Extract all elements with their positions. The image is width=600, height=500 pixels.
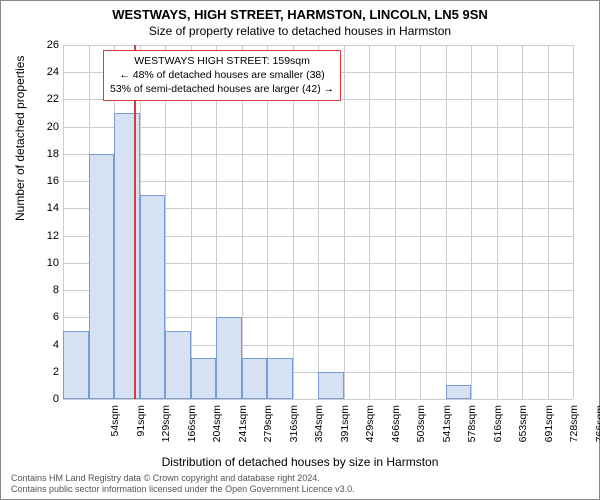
x-tick-label: 166sqm [186,405,198,455]
histogram-bar [267,358,293,399]
grid-line-v [446,45,447,399]
y-tick-label: 12 [37,230,59,242]
y-tick-label: 4 [37,339,59,351]
callout-line: 53% of semi-detached houses are larger (… [110,82,334,96]
grid-line-h [63,154,573,155]
grid-line-v [471,45,472,399]
x-tick-label: 653sqm [517,405,529,455]
x-tick-label: 503sqm [415,405,427,455]
x-tick-label: 91sqm [135,405,147,455]
y-tick-label: 10 [37,257,59,269]
histogram-bar [165,331,191,399]
callout-line: WESTWAYS HIGH STREET: 159sqm [110,54,334,68]
histogram-bar [140,195,166,399]
grid-line-v [344,45,345,399]
histogram-bar [318,372,344,399]
chart-title: WESTWAYS, HIGH STREET, HARMSTON, LINCOLN… [1,7,599,22]
grid-line-v [497,45,498,399]
y-axis-label: Number of detached properties [13,56,27,221]
y-tick-label: 22 [37,93,59,105]
y-tick-label: 26 [37,39,59,51]
x-tick-label: 204sqm [211,405,223,455]
histogram-bar [63,331,89,399]
chart-container: WESTWAYS, HIGH STREET, HARMSTON, LINCOLN… [0,0,600,500]
callout-box: WESTWAYS HIGH STREET: 159sqm← 48% of det… [103,50,341,101]
callout-line: ← 48% of detached houses are smaller (38… [110,68,334,82]
x-tick-label: 466sqm [390,405,402,455]
grid-line-v [548,45,549,399]
grid-line-h [63,399,573,400]
y-tick-label: 18 [37,148,59,160]
y-tick-label: 6 [37,311,59,323]
x-tick-label: 728sqm [568,405,580,455]
x-tick-label: 541sqm [441,405,453,455]
histogram-bar [89,154,115,399]
grid-line-h [63,45,573,46]
y-tick-label: 8 [37,284,59,296]
grid-line-v [369,45,370,399]
x-axis-label: Distribution of detached houses by size … [1,455,599,469]
x-tick-label: 691sqm [543,405,555,455]
grid-line-h [63,127,573,128]
y-tick-label: 20 [37,121,59,133]
x-tick-label: 354sqm [313,405,325,455]
grid-line-v [573,45,574,399]
y-tick-label: 24 [37,66,59,78]
y-tick-label: 14 [37,202,59,214]
grid-line-v [395,45,396,399]
y-tick-label: 16 [37,175,59,187]
histogram-bar [216,317,242,399]
x-tick-label: 616sqm [492,405,504,455]
grid-line-v [420,45,421,399]
y-tick-label: 0 [37,393,59,405]
plot-area: WESTWAYS HIGH STREET: 159sqm← 48% of det… [63,45,573,399]
x-tick-label: 279sqm [262,405,274,455]
grid-line-v [522,45,523,399]
grid-line-h [63,181,573,182]
x-tick-label: 429sqm [364,405,376,455]
x-tick-label: 54sqm [109,405,121,455]
y-tick-label: 2 [37,366,59,378]
footer-attribution: Contains HM Land Registry data © Crown c… [11,473,355,496]
x-tick-label: 129sqm [160,405,172,455]
footer-line-2: Contains public sector information licen… [11,484,355,495]
x-tick-label: 766sqm [594,405,600,455]
x-tick-label: 578sqm [466,405,478,455]
histogram-bar [446,385,472,399]
x-tick-label: 391sqm [339,405,351,455]
x-tick-label: 241sqm [237,405,249,455]
histogram-bar [191,358,217,399]
chart-subtitle: Size of property relative to detached ho… [1,24,599,38]
x-tick-label: 316sqm [288,405,300,455]
histogram-bar [242,358,268,399]
footer-line-1: Contains HM Land Registry data © Crown c… [11,473,355,484]
